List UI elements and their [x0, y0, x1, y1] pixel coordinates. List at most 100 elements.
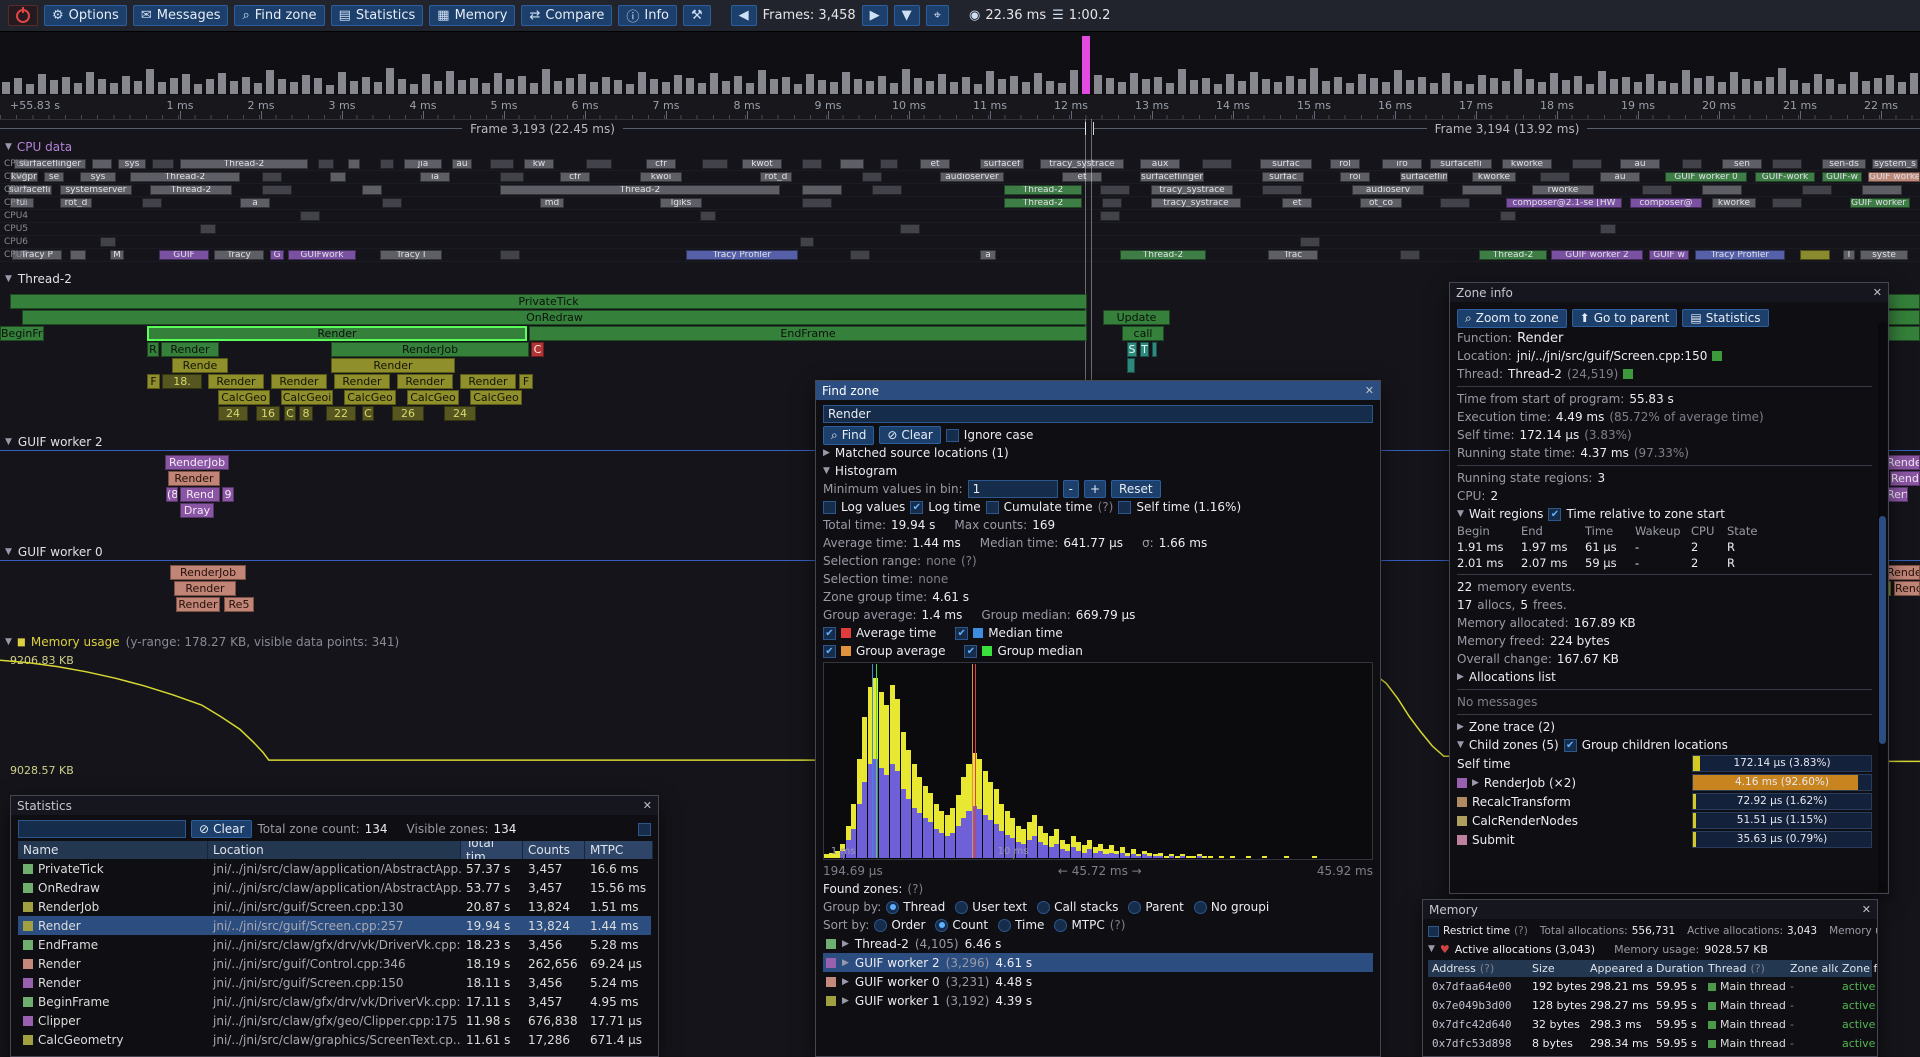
cpu-zone[interactable] — [1500, 211, 1516, 221]
cpu-zone[interactable] — [1100, 211, 1120, 221]
timeline-zone[interactable]: Render — [161, 342, 219, 357]
statistics-button[interactable]: ▤ Statistics — [1682, 309, 1769, 327]
cpu-zone[interactable] — [1300, 237, 1320, 247]
cpu-zone[interactable]: system_s — [1872, 159, 1918, 169]
child-zone-row[interactable]: CalcRenderNodes 51.51 µs (1.15%) — [1457, 811, 1872, 830]
timeline-zone[interactable]: S — [1127, 342, 1137, 357]
frame-bar[interactable] — [110, 83, 118, 94]
clear-filter-button[interactable]: ⊘ Clear — [191, 820, 253, 838]
goto-frame-button[interactable]: ⌖ — [925, 5, 949, 26]
statistics-table-row[interactable]: Render jni/../jni/src/guif/Screen.cpp:150… — [18, 973, 651, 992]
frame-bar[interactable] — [770, 79, 778, 94]
frame-bar[interactable] — [506, 79, 514, 94]
frame-bar[interactable] — [1310, 68, 1318, 94]
timeline-zone[interactable]: Dray — [180, 503, 214, 518]
timeline-zone[interactable]: 8 — [299, 406, 313, 421]
frame-bar[interactable] — [134, 81, 142, 94]
cpu-zone[interactable]: Thread-2 — [150, 185, 232, 195]
frame-bar[interactable] — [938, 74, 946, 94]
timeline-zone[interactable]: F — [519, 374, 533, 389]
cpu-zone[interactable] — [300, 211, 320, 221]
filter-zones-input[interactable] — [18, 820, 186, 838]
frame-bar[interactable] — [1166, 83, 1174, 94]
frame-bar[interactable] — [74, 83, 82, 94]
cpu-zone[interactable]: cfr — [560, 172, 590, 182]
frame-bar[interactable] — [1538, 82, 1546, 94]
thread-section-header[interactable]: ▼ Thread-2 — [5, 272, 72, 286]
column-header[interactable]: Total tim — [461, 841, 523, 859]
memory-button[interactable]: ▦ Memory — [429, 5, 516, 26]
cpu-zone[interactable] — [1462, 185, 1502, 195]
thread-marker[interactable] — [1623, 369, 1634, 379]
source-marker[interactable] — [1712, 351, 1723, 361]
cpu-zone[interactable]: GUIF — [159, 250, 209, 260]
cpu-zone[interactable] — [586, 159, 612, 169]
frame-bar[interactable] — [842, 72, 850, 94]
cpu-zone[interactable]: a — [980, 250, 996, 260]
find-zone-titlebar[interactable]: Find zone ✕ — [816, 381, 1380, 400]
reset-button[interactable]: Reset — [1111, 480, 1161, 498]
allocations-list-label[interactable]: Allocations list — [1468, 670, 1556, 684]
frame-bar[interactable] — [1598, 71, 1606, 94]
close-icon[interactable]: ✕ — [642, 799, 652, 812]
scrollbar-thumb[interactable] — [1879, 516, 1886, 745]
timeline-zone[interactable]: Render — [397, 374, 453, 389]
cpu-zone[interactable]: Thread-2 — [1004, 185, 1082, 195]
frame-bar[interactable] — [1694, 78, 1702, 94]
cpu-zone[interactable]: rot_d — [760, 172, 792, 182]
frame-bar[interactable] — [602, 77, 610, 94]
cpu-zone[interactable] — [1440, 198, 1470, 208]
frame-bar[interactable] — [650, 79, 658, 94]
frame-bar[interactable] — [782, 77, 790, 94]
tools-button[interactable]: ⚒ — [682, 5, 711, 26]
cpu-zone[interactable] — [900, 224, 920, 234]
timeline-zone[interactable]: 24 — [218, 406, 248, 421]
frame-bar[interactable] — [62, 77, 70, 94]
cpu-zone[interactable]: surfac — [1262, 172, 1304, 182]
frame-bar[interactable] — [926, 81, 934, 94]
frame-bar[interactable] — [1382, 82, 1390, 94]
cpu-zone[interactable] — [380, 159, 394, 169]
sort-by-option[interactable]: Time — [998, 918, 1044, 932]
cpu-zone[interactable] — [1202, 159, 1232, 169]
frame-bar[interactable] — [422, 74, 430, 94]
decrement-button[interactable]: - — [1062, 480, 1079, 498]
cpu-zone[interactable] — [862, 172, 882, 182]
cpu-zone[interactable]: Thread-2 — [1004, 198, 1082, 208]
cpu-zone[interactable] — [92, 159, 112, 169]
frame-bar[interactable] — [662, 82, 670, 94]
cpu-zone[interactable]: composer@ — [1630, 198, 1702, 208]
cpu-zone[interactable]: et — [1062, 172, 1102, 182]
memory-usage-section-header[interactable]: ▼ ▆ Memory usage (y-range: 178.27 KB, vi… — [5, 635, 399, 649]
cpu-zone[interactable]: GUIF worker 0 — [1850, 198, 1910, 208]
cpu-zone[interactable] — [100, 237, 116, 247]
frame-bar[interactable] — [1190, 80, 1198, 94]
cpu-zone[interactable] — [1100, 185, 1130, 195]
frame-bar[interactable] — [1370, 78, 1378, 94]
frame-bar[interactable] — [1910, 73, 1918, 94]
frame-bar[interactable] — [434, 81, 442, 94]
frame-bar[interactable] — [278, 79, 286, 94]
wait-regions-label[interactable]: Wait regions — [1468, 507, 1544, 521]
frame-bar[interactable] — [1418, 77, 1426, 94]
timeline-zone[interactable]: RenderJob — [170, 565, 246, 580]
frame-bar[interactable] — [170, 78, 178, 94]
column-header[interactable]: Location — [208, 841, 461, 859]
frame-bar[interactable] — [398, 79, 406, 94]
frame-bar[interactable] — [878, 76, 886, 94]
legend-checkbox[interactable]: ✔ — [823, 626, 836, 640]
timeline-zone[interactable]: Render — [168, 471, 220, 486]
prev-frame-button[interactable]: ◀ — [730, 5, 757, 26]
cpu-zone[interactable]: tracy_systrace — [1151, 185, 1233, 195]
cpu-zone[interactable] — [880, 159, 898, 169]
frame-bar[interactable] — [638, 72, 646, 94]
collapse-icon[interactable]: ▼ — [1457, 509, 1464, 519]
increment-button[interactable]: + — [1083, 480, 1107, 498]
thread-section-header[interactable]: ▼ GUIF worker 0 — [5, 545, 103, 559]
frame-bar[interactable] — [1238, 81, 1246, 94]
group-children-checkbox[interactable]: ✔ — [1563, 738, 1577, 752]
frame-bar[interactable] — [722, 81, 730, 94]
frame-bar[interactable] — [326, 85, 334, 94]
memory-column-header[interactable]: Size — [1532, 962, 1555, 975]
column-header[interactable]: Name — [18, 841, 208, 859]
